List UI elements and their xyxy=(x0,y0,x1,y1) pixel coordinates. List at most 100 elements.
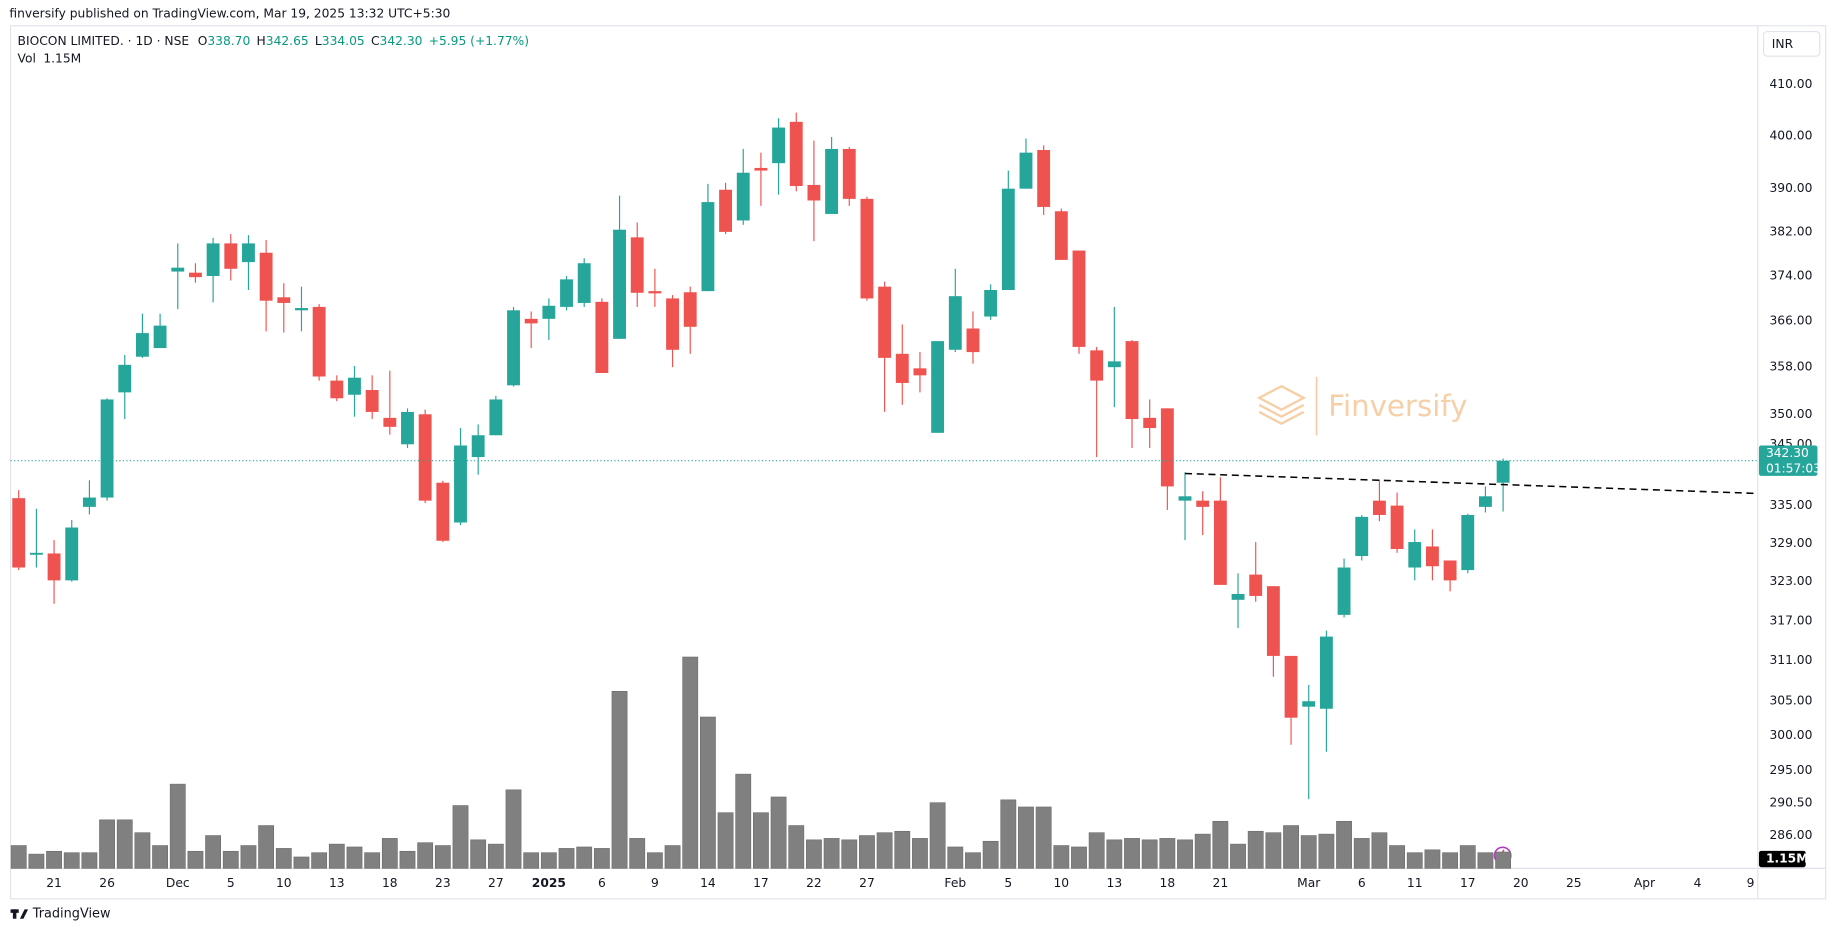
y-tick-label: 366.00 xyxy=(1769,314,1812,328)
volume-bar xyxy=(169,783,186,869)
candle-body xyxy=(1249,574,1263,596)
volume-bar xyxy=(222,850,239,869)
candle-body xyxy=(348,377,361,395)
legend-value: 338.70 xyxy=(207,33,250,47)
volume-bar xyxy=(682,656,699,869)
candle-body xyxy=(153,325,167,349)
volume-bar xyxy=(593,848,610,869)
candle-body xyxy=(82,497,96,507)
x-tick-label: 26 xyxy=(99,876,115,890)
legend-key: O xyxy=(198,33,208,47)
x-tick-label: 27 xyxy=(488,876,504,890)
volume-bar xyxy=(116,819,133,869)
volume-bar xyxy=(664,845,681,869)
y-tick-label: 390.00 xyxy=(1769,181,1812,195)
x-tick-label: 17 xyxy=(753,876,769,890)
candle-body xyxy=(1302,701,1316,707)
volume-bar xyxy=(434,845,451,869)
footer-logo xyxy=(10,909,29,919)
volume-bar xyxy=(311,852,328,869)
volume-bar xyxy=(717,812,734,869)
volume-bar xyxy=(876,832,893,869)
candle-body xyxy=(966,328,980,353)
candle-body xyxy=(1072,250,1086,347)
candle-body xyxy=(1479,496,1492,507)
volume-bar xyxy=(28,853,45,869)
y-tick-label: 290.50 xyxy=(1769,795,1812,809)
volume-bar xyxy=(258,825,275,869)
candle-body xyxy=(1284,655,1298,718)
volume-key: Vol xyxy=(18,51,36,65)
volume-bar xyxy=(841,839,858,869)
currency-box[interactable] xyxy=(1763,31,1821,57)
candle-body xyxy=(701,202,715,292)
candle-body xyxy=(524,318,538,324)
candle-body xyxy=(577,263,591,303)
volume-tag-value: 1.15M xyxy=(1766,852,1808,866)
volume-bar xyxy=(929,802,946,869)
volume-bar xyxy=(328,843,345,869)
candle-body xyxy=(807,184,821,201)
candle-body xyxy=(789,121,803,187)
y-tick-label: 295.00 xyxy=(1769,763,1812,777)
volume-bar xyxy=(1283,825,1299,869)
volume-bar xyxy=(788,825,805,869)
volume-bar xyxy=(735,773,752,869)
footer: TradingView xyxy=(32,907,111,922)
candle-body xyxy=(118,364,132,393)
candle-body xyxy=(224,243,238,269)
volume-bar xyxy=(1212,820,1229,869)
trendline xyxy=(1184,472,1758,495)
volume-bar xyxy=(505,789,522,869)
candle-body xyxy=(171,267,185,272)
footer-logo-part xyxy=(19,909,29,919)
volume-bar xyxy=(470,839,487,869)
watermark-logo xyxy=(1258,403,1305,418)
x-tick-label: 9 xyxy=(651,876,659,890)
candle-body xyxy=(1090,350,1104,381)
footer-logo-part xyxy=(12,909,17,919)
volume-tag xyxy=(1758,850,1806,868)
volume-bar xyxy=(540,852,557,869)
volume-bar xyxy=(1495,851,1512,869)
volume-bar xyxy=(452,805,469,869)
y-tick-label: 329.00 xyxy=(1769,536,1812,550)
volume-bar xyxy=(275,848,292,869)
candle-body xyxy=(1443,560,1457,581)
price-tag-value: 342.30 xyxy=(1766,446,1809,460)
volume-bar xyxy=(1177,839,1193,869)
candle-body xyxy=(948,296,962,350)
candle-body xyxy=(454,445,467,523)
volume-bar xyxy=(1389,845,1405,869)
candle-body xyxy=(418,414,432,501)
x-tick-label: 20 xyxy=(1513,876,1529,890)
header: finversify published on TradingView.com,… xyxy=(9,7,450,21)
candle-body xyxy=(471,435,485,458)
candle-body xyxy=(736,172,750,221)
candle-body xyxy=(1037,150,1051,207)
watermark-text: Finversify xyxy=(1328,389,1467,423)
volume-bar xyxy=(399,850,416,869)
candle-body xyxy=(401,411,414,445)
volume-bar xyxy=(1088,832,1105,869)
candle-body xyxy=(772,127,786,164)
candle-body xyxy=(1408,542,1422,568)
volume-bar xyxy=(646,852,663,869)
candle-body xyxy=(312,306,326,377)
y-tick-label: 317.00 xyxy=(1769,613,1812,627)
volume-bar xyxy=(700,716,716,869)
volume-bar xyxy=(1477,852,1494,869)
x-tick-label: 4 xyxy=(1694,876,1702,890)
legend-value: 342.65 xyxy=(266,33,309,47)
candle-body xyxy=(259,252,273,301)
candle-body xyxy=(913,368,927,376)
volume-bar xyxy=(823,838,840,869)
candle-body xyxy=(330,380,344,399)
volume-bar xyxy=(346,846,363,869)
volume-bar xyxy=(1230,843,1246,869)
volume-bar xyxy=(1035,806,1052,869)
y-tick-label: 300.00 xyxy=(1769,728,1812,742)
